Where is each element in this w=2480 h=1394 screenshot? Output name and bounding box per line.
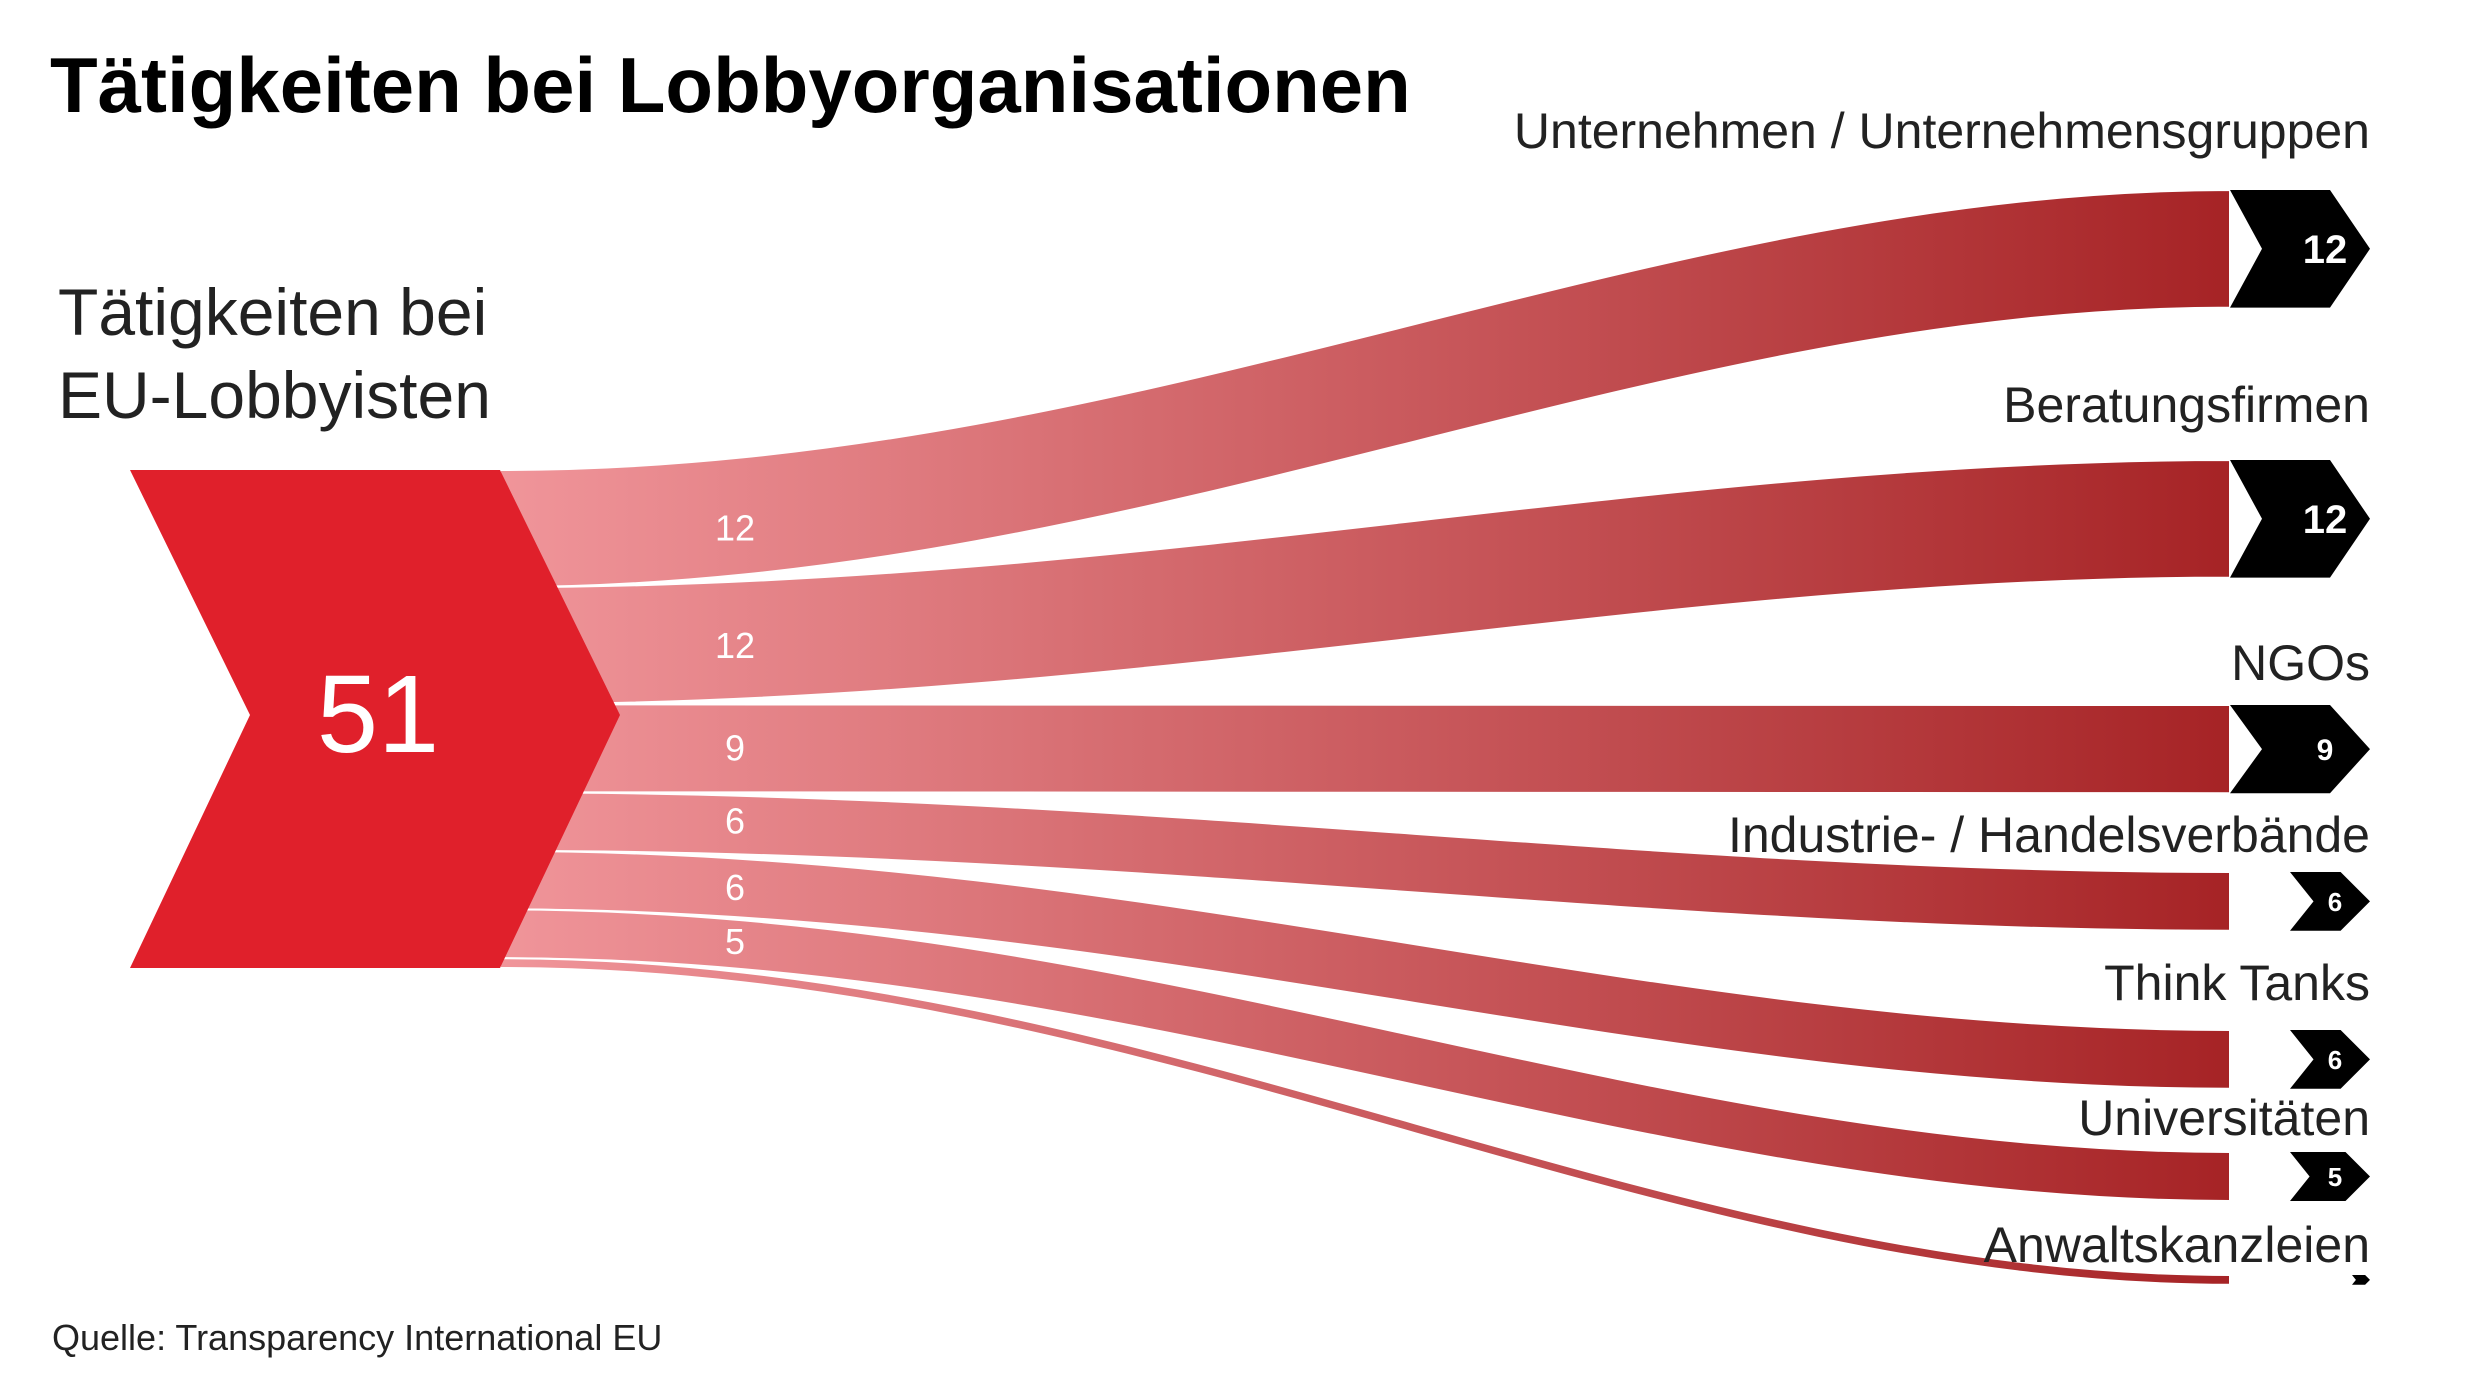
flow-bands: 12 12 9 6 6 5 1 [499,188,2231,1286]
target-badge-1 [2230,190,2370,308]
source-label-line-1: Tätigkeiten bei [58,275,487,349]
target-badges: 12 12 9 6 6 5 1 [2230,190,2370,1329]
flow-band-3 [499,703,2231,795]
source-node [130,470,620,968]
flow-value-label-3: 9 [725,727,745,768]
target-label-3: NGOs [2231,635,2370,691]
flow-value-label-5: 6 [725,867,745,908]
target-value-5: 6 [2328,1045,2342,1075]
flow-value-label-4: 6 [725,801,745,842]
target-value-7: 1 [2328,1299,2342,1329]
flow-band-7 [499,957,2231,1286]
target-badge-4 [2290,872,2370,931]
target-value-6: 5 [2328,1162,2342,1192]
target-value-4: 6 [2328,887,2342,917]
target-badge-3 [2230,705,2370,794]
flow-value-label-2: 12 [715,625,755,666]
target-badge-2 [2230,460,2370,578]
flow-value-label-6: 5 [725,921,745,962]
target-label-7: Anwaltskanzleien [1984,1217,2370,1273]
target-label-2: Beratungsfirmen [2003,377,2370,433]
flow-value-label-1: 12 [715,508,755,549]
target-label-6: Universitäten [2078,1090,2370,1146]
source-note: Quelle: Transparency International EU [52,1317,662,1358]
flow-band-6 [499,908,2231,1203]
target-badge-5 [2290,1030,2370,1089]
target-value-3: 9 [2317,734,2334,767]
flow-value-label-7: 1 [725,980,745,1021]
chart-title: Tätigkeiten bei Lobbyorganisationen [50,41,1411,129]
target-value-1: 12 [2303,228,2348,272]
target-labels: Unternehmen / Unternehmensgruppen Beratun… [1514,103,2370,1273]
flow-band-5 [499,849,2231,1090]
target-value-2: 12 [2303,498,2348,542]
target-label-1: Unternehmen / Unternehmensgruppen [1514,103,2370,159]
target-label-4: Industrie- / Handelsverbände [1728,807,2370,863]
flow-band-4 [499,791,2231,932]
source-total-value: 51 [317,653,439,776]
source-label-line-2: EU-Lobbyisten [58,358,491,432]
target-badge-7 [2352,1275,2370,1285]
target-badge-6 [2290,1152,2370,1201]
target-label-5: Think Tanks [2104,955,2370,1011]
